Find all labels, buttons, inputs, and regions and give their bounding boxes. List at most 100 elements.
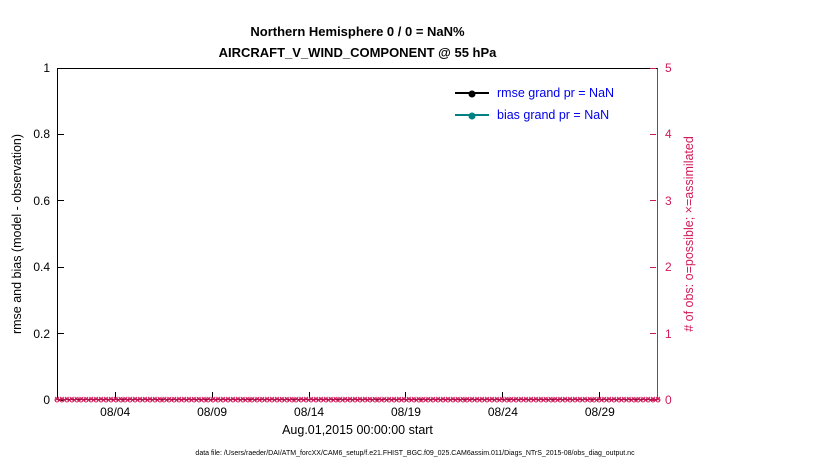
y-left-tick-label: 0.6 [33, 193, 50, 208]
y-right-tick-label: 1 [665, 326, 672, 341]
obs-marker-o [93, 397, 99, 403]
obs-marker-x: × [225, 394, 231, 405]
obs-marker-x: × [445, 394, 451, 405]
y-right-tick-label: 0 [665, 393, 672, 407]
obs-marker-x: × [650, 394, 656, 405]
obs-marker-x: × [269, 394, 275, 405]
obs-marker-x: × [435, 394, 441, 405]
obs-marker-x: × [337, 394, 344, 405]
obs-marker-o [308, 397, 314, 403]
obs-marker-x: × [420, 394, 427, 405]
obs-marker-o [225, 397, 231, 403]
obs-marker-x: × [630, 394, 637, 405]
obs-marker-o [157, 397, 163, 403]
obs-marker-x: × [127, 394, 133, 405]
obs-marker-x: × [362, 394, 368, 405]
obs-marker-o [435, 397, 441, 403]
obs-marker-o [293, 397, 299, 403]
obs-marker-x: × [112, 394, 119, 405]
obs-marker-o [69, 397, 75, 403]
obs-marker-x: × [547, 394, 554, 405]
obs-marker-x: × [122, 394, 129, 405]
obs-marker-x: × [464, 394, 471, 405]
x-axis-label: Aug.01,2015 00:00:00 start [282, 423, 433, 437]
obs-marker-o [352, 397, 358, 403]
obs-marker-x: × [489, 394, 495, 405]
obs-marker-x: × [376, 394, 383, 405]
obs-marker-o [513, 397, 519, 403]
obs-marker-o [411, 397, 417, 403]
obs-marker-x: × [357, 394, 363, 405]
obs-marker-o [396, 397, 402, 403]
obs-marker-o [406, 397, 412, 403]
obs-marker-o [508, 397, 514, 403]
obs-marker-x: × [279, 394, 285, 405]
legend-marker-dot [468, 90, 476, 98]
obs-marker-x: × [572, 394, 578, 405]
obs-marker-o [376, 397, 382, 403]
obs-marker-o [337, 397, 343, 403]
obs-marker-x: × [274, 394, 280, 405]
obs-marker-o [645, 397, 651, 403]
obs-marker-o [137, 397, 143, 403]
y-right-tick-mark [650, 133, 656, 135]
obs-marker-o [621, 397, 627, 403]
obs-marker-x: × [200, 394, 207, 405]
obs-marker-x: × [298, 394, 304, 405]
obs-marker-x: × [152, 394, 158, 405]
y-right-tick-label: 2 [665, 260, 672, 275]
obs-marker-o [640, 397, 646, 403]
obs-marker-o [460, 397, 466, 403]
obs-marker-x: × [567, 394, 573, 405]
obs-marker-o [210, 397, 216, 403]
left-axis-label: rmse and bias (model - observation) [10, 133, 24, 335]
obs-marker-o [186, 397, 192, 403]
obs-marker-o [591, 397, 597, 403]
obs-marker-o [582, 397, 588, 403]
obs-marker-o [543, 397, 549, 403]
obs-marker-x: × [327, 394, 334, 405]
data-file-path: data file: /Users/raeder/DAI/ATM_forcXX/… [195, 450, 635, 457]
obs-marker-x: × [103, 394, 109, 405]
obs-marker-x: × [161, 394, 168, 405]
obs-marker-x: × [293, 394, 300, 405]
obs-marker-x: × [499, 394, 505, 405]
obs-marker-x: × [459, 394, 466, 405]
obs-marker-x: × [313, 394, 319, 405]
x-tick-label: 08/24 [487, 405, 518, 419]
obs-marker-o [215, 397, 221, 403]
x-tick-mark [502, 392, 504, 398]
obs-marker-x: × [381, 394, 387, 405]
obs-marker-o [333, 397, 338, 403]
obs-marker-x: × [93, 394, 99, 405]
y-left-tick-label: 1 [43, 61, 50, 75]
obs-marker-o [83, 397, 89, 403]
obs-marker-x: × [557, 394, 563, 405]
x-tick-label: 08/09 [197, 405, 228, 419]
obs-marker-o [313, 397, 319, 403]
obs-marker-o [391, 397, 397, 403]
obs-marker-o [469, 397, 475, 403]
obs-marker-o [611, 397, 617, 403]
obs-marker-x: × [562, 394, 568, 405]
obs-marker-o [147, 397, 153, 403]
y-right-tick-mark [650, 266, 656, 268]
obs-marker-o [655, 397, 661, 403]
obs-marker-x: × [98, 394, 104, 405]
obs-marker-x: × [78, 394, 85, 405]
obs-marker-o [357, 397, 363, 403]
obs-marker-o [362, 397, 368, 403]
obs-marker-x: × [220, 394, 226, 405]
obs-marker-x: × [288, 394, 295, 405]
y-left-tick-mark [58, 133, 64, 135]
obs-marker-x: × [156, 394, 163, 405]
obs-marker-o [342, 397, 348, 403]
obs-marker-x: × [616, 394, 622, 405]
obs-marker-o [440, 397, 446, 403]
obs-marker-x: × [117, 394, 124, 405]
obs-marker-x: × [538, 394, 544, 405]
legend-line-sample [455, 90, 489, 98]
obs-marker-x: × [347, 394, 353, 405]
obs-marker-o [450, 397, 456, 403]
obs-marker-x: × [611, 394, 617, 405]
